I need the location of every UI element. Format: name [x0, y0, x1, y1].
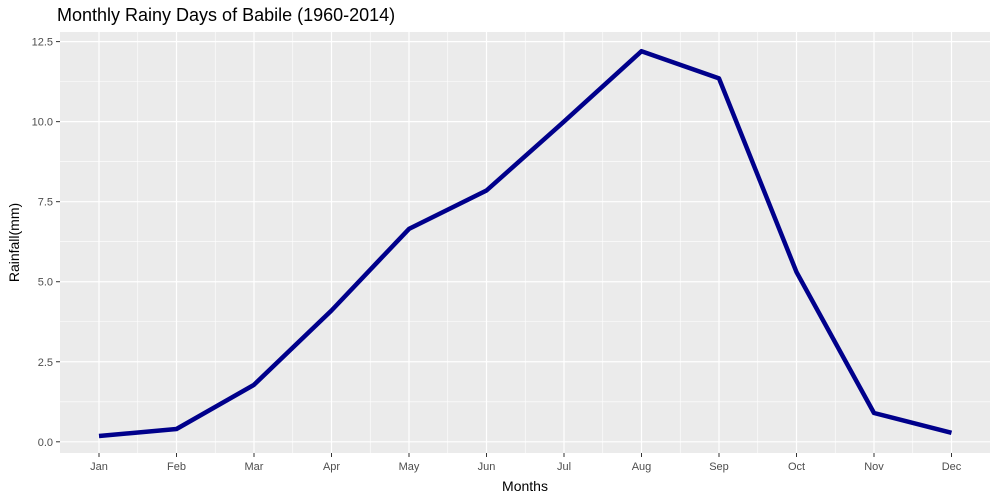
- x-tick-label-sep: Sep: [709, 461, 729, 473]
- y-tick-label: 0.0: [38, 437, 53, 449]
- x-axis-ticks: Jan Feb Mar Apr May Jun Jul Aug Sep Oct Nov Dec: [90, 453, 962, 473]
- x-tick-label-jun: Jun: [478, 461, 496, 473]
- x-tick-label-nov: Nov: [864, 461, 884, 473]
- y-tick-label: 5.0: [38, 277, 53, 289]
- x-tick-label-oct: Oct: [788, 461, 805, 473]
- y-axis-title: Rainfall(mm): [6, 203, 22, 282]
- chart-title: Monthly Rainy Days of Babile (1960-2014): [57, 5, 396, 25]
- x-tick-label-feb: Feb: [167, 461, 186, 473]
- y-tick-label: 7.5: [38, 197, 53, 209]
- y-tick-label: 12.5: [32, 37, 53, 49]
- y-tick-label: 10.0: [32, 117, 53, 129]
- x-axis-title: Months: [502, 478, 548, 494]
- y-tick-label: 2.5: [38, 357, 53, 369]
- grid-major: [60, 32, 990, 453]
- x-tick-label-jul: Jul: [557, 461, 571, 473]
- x-tick-label-jan: Jan: [90, 461, 108, 473]
- x-tick-label-aug: Aug: [632, 461, 652, 473]
- x-tick-label-mar: Mar: [245, 461, 264, 473]
- x-tick-label-may: May: [399, 461, 420, 473]
- y-axis-ticks: 0.0 2.5 5.0 7.5 10.0 12.5: [32, 37, 60, 449]
- x-tick-label-apr: Apr: [323, 461, 340, 473]
- series-line-1: [98, 48, 953, 439]
- series-layer: [98, 48, 953, 439]
- x-tick-label-dec: Dec: [942, 461, 962, 473]
- grid-minor: [60, 32, 990, 453]
